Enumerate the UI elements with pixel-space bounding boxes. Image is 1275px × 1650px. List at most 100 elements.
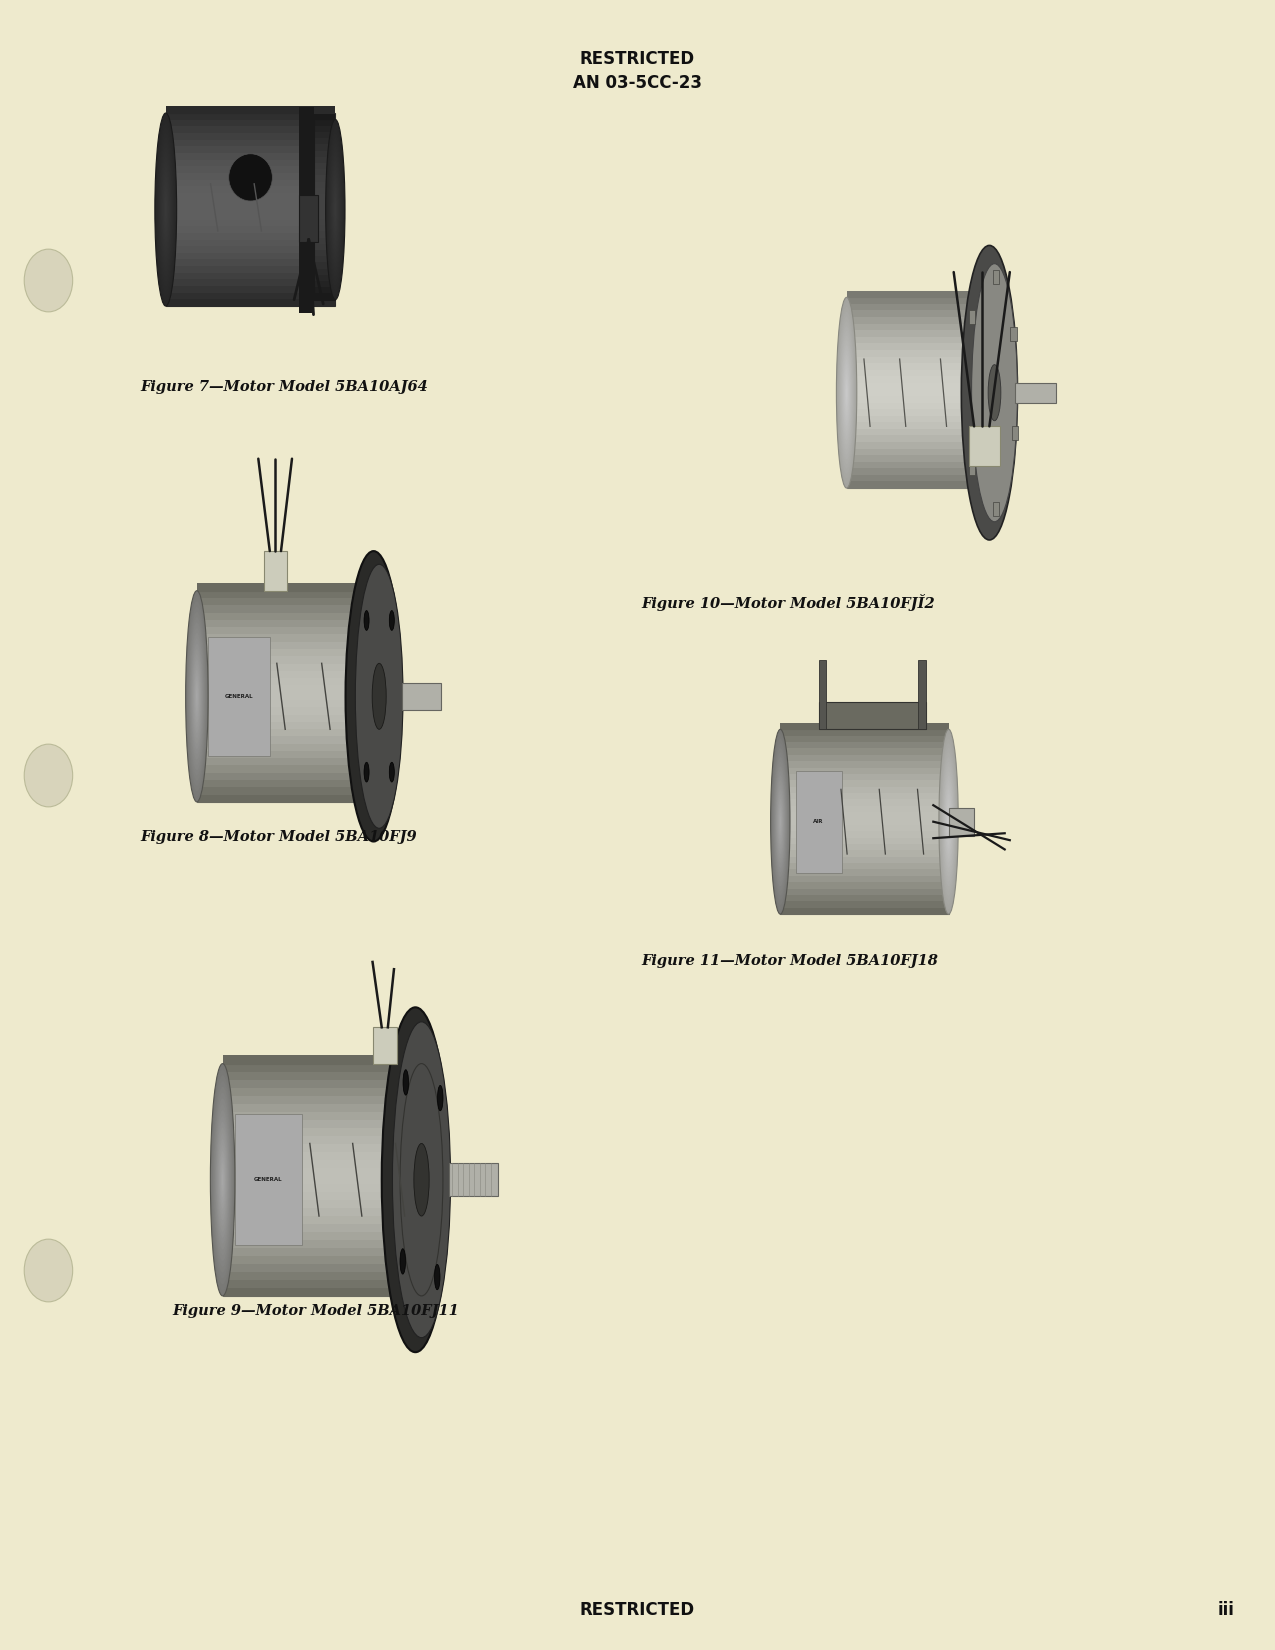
Bar [223, 1143, 412, 1152]
Bar [819, 701, 926, 729]
Bar [314, 244, 335, 249]
Ellipse shape [945, 789, 952, 855]
Ellipse shape [844, 370, 849, 416]
Ellipse shape [944, 776, 954, 868]
Bar [196, 663, 371, 672]
Bar [196, 591, 371, 802]
Ellipse shape [164, 200, 167, 219]
Ellipse shape [210, 1064, 235, 1295]
Bar [196, 648, 371, 657]
Bar [847, 343, 987, 350]
Bar [402, 683, 441, 709]
Bar [314, 238, 335, 244]
FancyBboxPatch shape [264, 551, 287, 591]
Bar [780, 812, 949, 818]
Bar [196, 795, 371, 802]
Ellipse shape [389, 610, 394, 630]
Bar [166, 140, 335, 147]
Bar [949, 808, 974, 835]
Ellipse shape [836, 302, 857, 483]
Bar [223, 1272, 412, 1280]
Bar [166, 186, 335, 193]
Bar [847, 363, 987, 370]
Bar [196, 620, 371, 627]
FancyBboxPatch shape [372, 1028, 397, 1064]
Bar [196, 584, 371, 591]
Ellipse shape [842, 345, 852, 441]
Bar [166, 153, 335, 160]
Bar [166, 127, 335, 134]
Ellipse shape [941, 752, 956, 891]
Ellipse shape [332, 173, 339, 246]
Bar [847, 462, 987, 469]
Bar [314, 274, 335, 281]
Bar [847, 370, 987, 376]
Bar [314, 213, 335, 219]
Bar [223, 1287, 412, 1295]
Bar [780, 856, 949, 863]
Bar [196, 627, 371, 634]
Ellipse shape [942, 762, 955, 881]
Bar [223, 1256, 412, 1264]
Bar [196, 597, 371, 606]
Ellipse shape [186, 591, 208, 802]
Bar [166, 106, 335, 112]
Bar [196, 714, 371, 721]
Bar [166, 173, 335, 180]
Ellipse shape [947, 808, 950, 835]
Bar [223, 1071, 412, 1079]
Bar [223, 1168, 412, 1176]
Ellipse shape [330, 165, 340, 254]
Ellipse shape [775, 771, 785, 873]
Bar [314, 114, 335, 119]
Bar [196, 606, 371, 612]
Bar [847, 304, 987, 310]
Ellipse shape [195, 675, 199, 718]
Text: Figure 10—Motor Model 5BA10FJĬ2: Figure 10—Motor Model 5BA10FJĬ2 [641, 594, 935, 610]
Bar [223, 1096, 412, 1104]
Text: iii: iii [1218, 1602, 1235, 1619]
Ellipse shape [332, 168, 339, 251]
Text: AIR: AIR [813, 818, 824, 825]
Ellipse shape [330, 160, 340, 259]
Bar [780, 729, 949, 736]
Bar [196, 780, 371, 787]
Bar [780, 876, 949, 883]
Bar [196, 693, 371, 700]
Bar [166, 299, 335, 307]
Ellipse shape [333, 191, 338, 228]
Bar [223, 1064, 412, 1071]
Ellipse shape [842, 350, 852, 436]
Bar [166, 206, 335, 213]
Bar [847, 323, 987, 330]
Bar [969, 462, 975, 475]
Ellipse shape [194, 670, 200, 723]
Text: RESTRICTED: RESTRICTED [580, 1602, 695, 1619]
Bar [166, 292, 335, 299]
Bar [196, 670, 371, 678]
Ellipse shape [193, 660, 200, 733]
Ellipse shape [839, 317, 854, 469]
Bar [847, 337, 987, 343]
Ellipse shape [393, 1021, 450, 1338]
Bar [314, 256, 335, 262]
Ellipse shape [162, 177, 170, 243]
Bar [166, 119, 335, 127]
Ellipse shape [972, 264, 1017, 521]
Ellipse shape [157, 127, 175, 292]
Bar [166, 160, 335, 167]
Ellipse shape [778, 799, 783, 845]
Ellipse shape [328, 134, 343, 285]
Ellipse shape [947, 812, 950, 832]
Ellipse shape [945, 780, 952, 863]
Bar [196, 736, 371, 744]
Bar [166, 246, 335, 252]
Ellipse shape [845, 383, 848, 403]
Circle shape [24, 744, 73, 807]
Ellipse shape [843, 360, 850, 426]
Ellipse shape [158, 137, 173, 282]
Ellipse shape [988, 365, 1001, 421]
Bar [449, 1163, 499, 1196]
Bar [223, 1264, 412, 1272]
Text: RESTRICTED: RESTRICTED [580, 51, 695, 68]
